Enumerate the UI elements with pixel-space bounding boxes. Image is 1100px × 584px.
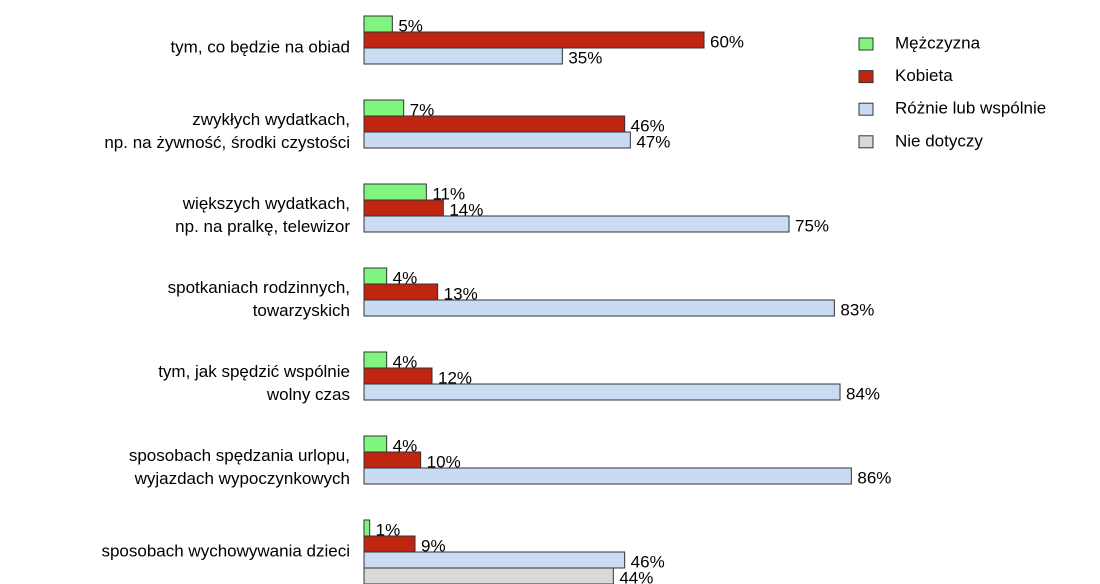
bar (363, 215, 790, 233)
category-label: towarzyskich (253, 301, 350, 320)
category-label: większych wydatkach, (182, 194, 350, 213)
bar (363, 467, 852, 485)
value-label: 84% (846, 384, 880, 403)
legend-label: Kobieta (895, 66, 953, 85)
value-label: 35% (568, 48, 602, 67)
legend-label: Różnie lub wspólnie (895, 99, 1046, 118)
value-label: 86% (857, 468, 891, 487)
bar (363, 451, 422, 469)
value-label: 83% (840, 300, 874, 319)
bar (363, 435, 388, 453)
bar (363, 15, 393, 33)
category-label: np. na pralkę, telewizor (175, 217, 350, 236)
bar (363, 267, 388, 285)
value-label: 13% (444, 284, 478, 303)
legend-label: Mężczyzna (895, 33, 981, 52)
legend-swatch (858, 102, 874, 116)
bar (363, 115, 626, 133)
category-label: np. na żywność, środki czystości (104, 133, 350, 152)
legend-swatch (858, 135, 874, 149)
value-label: 11% (432, 184, 465, 203)
value-label: 75% (795, 216, 829, 235)
value-label: 10% (427, 452, 461, 471)
value-label: 4% (393, 352, 418, 371)
legend-swatch (858, 37, 874, 51)
category-label: sposobach wychowywania dzieci (101, 541, 350, 560)
bar (363, 99, 405, 117)
value-label: 5% (398, 16, 423, 35)
bar (363, 131, 631, 149)
value-label: 46% (631, 116, 665, 135)
value-label: 44% (619, 568, 653, 584)
value-label: 4% (393, 436, 418, 455)
category-label: zwykłych wydatkach, (192, 110, 350, 129)
category-label: tym, co będzie na obiad (170, 37, 350, 56)
value-label: 47% (636, 132, 670, 151)
category-label: wolny czas (266, 385, 350, 404)
bar (363, 567, 614, 584)
category-label: wyjazdach wypoczynkowych (134, 469, 350, 488)
value-label: 12% (438, 368, 472, 387)
value-label: 14% (449, 200, 483, 219)
bar (363, 351, 388, 369)
bar (363, 47, 563, 65)
value-label: 1% (376, 520, 401, 539)
category-label: sposobach spędzania urlopu, (129, 446, 350, 465)
bar (363, 299, 835, 317)
bar (363, 183, 427, 201)
value-label: 9% (421, 536, 446, 555)
bar (363, 519, 371, 537)
bar (363, 367, 433, 385)
bar (363, 283, 439, 301)
value-label: 7% (410, 100, 435, 119)
bar (363, 199, 444, 217)
bar (363, 535, 416, 553)
legend-swatch (858, 70, 874, 84)
bar (363, 31, 705, 49)
legend-label: Nie dotyczy (895, 131, 983, 150)
bar (363, 551, 626, 569)
value-label: 46% (631, 552, 665, 571)
bar (363, 383, 841, 401)
category-label: tym, jak spędzić wspólnie (158, 362, 350, 381)
category-label: spotkaniach rodzinnych, (168, 278, 350, 297)
value-label: 60% (710, 32, 744, 51)
value-label: 4% (393, 268, 418, 287)
